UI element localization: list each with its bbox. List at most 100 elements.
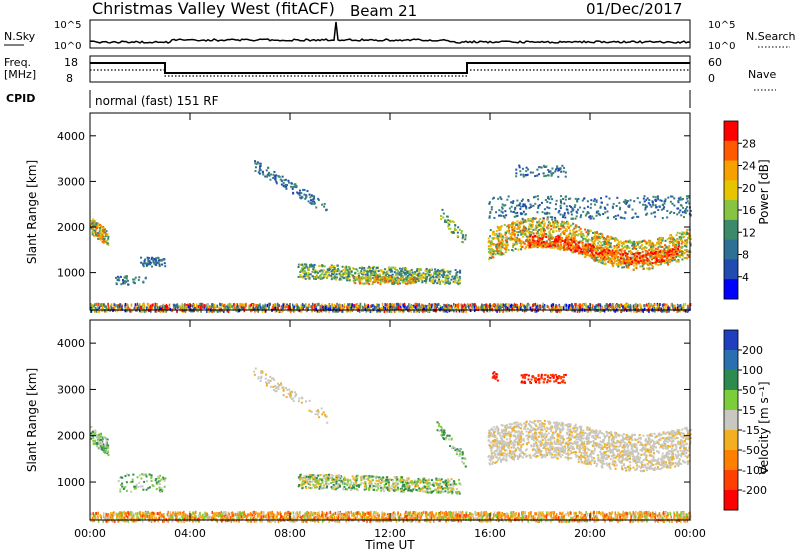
data-cell [663,248,666,251]
data-cell [461,237,464,240]
data-cell [320,276,323,279]
data-cell [610,246,613,249]
data-cell [592,306,594,310]
data-cell [207,309,209,313]
data-cell [668,245,671,248]
data-cell [597,233,600,236]
data-cell [301,304,304,308]
data-cell [101,302,103,306]
data-cell [122,280,125,283]
data-cell [307,200,310,203]
data-cell [620,255,623,258]
data-cell [513,229,516,232]
data-cell [386,272,389,275]
data-cell [173,306,175,310]
data-cell [681,305,683,309]
data-cell [388,274,391,277]
data-cell [97,309,99,313]
data-cell [464,236,467,239]
data-cell [455,274,458,277]
data-cell [231,305,233,309]
data-cell [492,256,495,259]
data-cell [501,238,504,241]
data-cell [100,224,103,227]
data-cell [519,222,522,225]
data-cell [368,266,371,269]
data-cell [386,281,389,284]
data-cell [628,262,631,265]
data-cell [591,231,594,234]
data-cell [412,304,415,308]
data-cell [324,271,327,274]
data-cell [565,229,568,232]
data-cell [158,265,161,268]
data-cell [584,238,587,241]
data-cell [305,273,308,276]
data-cell [313,263,316,266]
data-cell [494,305,496,309]
data-cell [677,258,680,261]
data-cell [415,269,418,272]
data-cell [377,279,380,282]
data-cell [411,307,414,311]
data-cell [156,304,158,308]
data-cell [212,303,214,307]
data-cell [402,309,405,313]
data-cell [338,272,341,275]
data-cell [414,281,417,284]
data-cell [414,302,416,306]
data-cell [151,256,154,259]
data-cell [97,232,100,235]
data-cell [632,253,635,256]
nsky-strip: N.Sky 10^5 10^0 10^5 10^0 N.Search [4,19,796,52]
data-cell [434,268,437,271]
data-cell [326,277,329,280]
data-cell [592,256,595,259]
data-cell [631,244,634,247]
data-cell [332,309,334,313]
data-cell [574,236,577,239]
data-cell [281,309,283,313]
data-cell [635,252,638,255]
data-cell [531,225,534,228]
data-cell [446,270,449,273]
data-cell [590,255,593,258]
data-cell [574,243,577,246]
data-cell [654,261,657,264]
data-cell [591,238,594,241]
data-cell [521,222,524,225]
data-cell [665,257,668,260]
data-cell [661,237,664,240]
data-cell [308,273,311,276]
data-cell [487,237,490,240]
data-cell [555,238,558,241]
data-cell [393,305,395,309]
data-cell [421,280,424,283]
data-cell [548,231,551,234]
data-cell [107,237,110,240]
data-cell [523,306,526,310]
data-cell [600,306,602,310]
data-cell [626,261,629,264]
data-cell [499,227,502,230]
data-cell [670,302,673,306]
data-cell [311,305,313,309]
data-cell [120,307,122,311]
data-cell [566,240,569,243]
data-cell [542,234,545,237]
data-cell [675,243,678,246]
data-cell [318,270,321,273]
data-cell [367,304,370,308]
data-cell [541,226,544,229]
data-cell [460,232,463,235]
data-cell [563,230,566,233]
data-cell [306,190,309,193]
data-cell [618,305,621,309]
data-cell [301,309,303,313]
data-cell [578,229,581,232]
data-cell [581,250,584,253]
data-cell [335,269,338,272]
data-cell [417,268,420,271]
data-cell [471,303,474,307]
data-cell [139,309,141,313]
